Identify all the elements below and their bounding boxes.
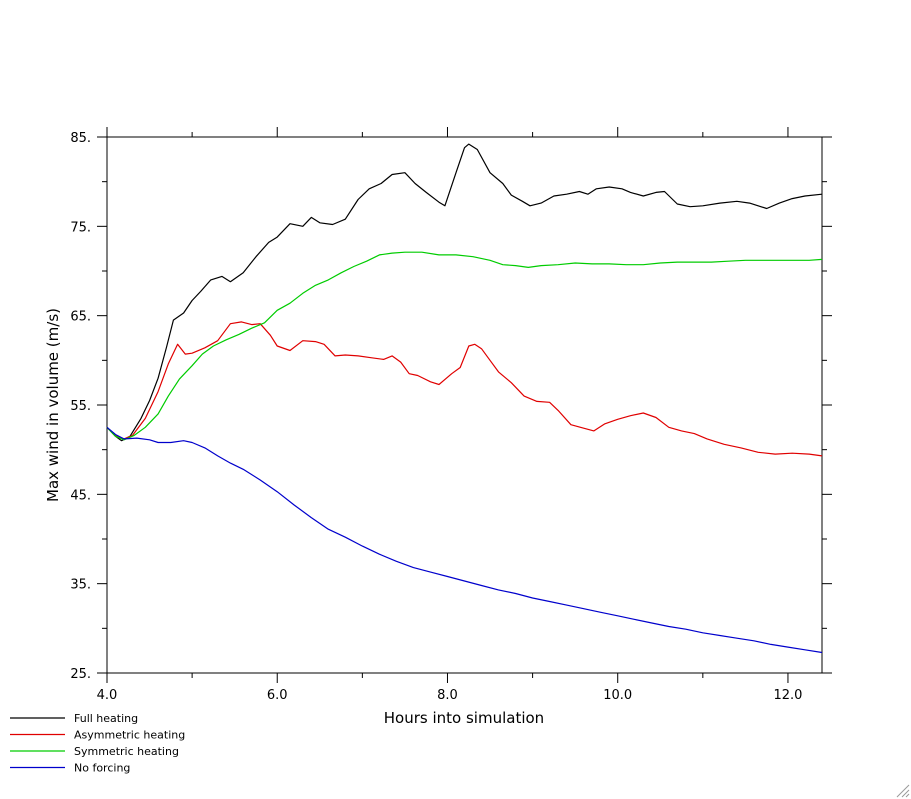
series-line-symmetric-heating: [106, 251, 823, 441]
y-tick-label: 35.: [70, 578, 91, 593]
x-tick-label: 8.0: [437, 688, 458, 703]
plot-frame: [106, 136, 823, 674]
legend-label: Symmetric heating: [74, 745, 179, 758]
y-tick-label: 45.: [70, 488, 91, 503]
resize-grip-icon[interactable]: [896, 784, 910, 798]
series-line-asymmetric-heating: [106, 321, 823, 457]
axis-ticks: [97, 127, 832, 683]
x-tick-label: 10.0: [603, 688, 632, 703]
legend-label: Asymmetric heating: [74, 729, 185, 742]
series-line-full-heating: [106, 143, 823, 442]
legend: Full heating Asymmetric heating Symmetric …: [10, 712, 185, 775]
y-tick-label: 75.: [70, 220, 91, 235]
legend-label: No forcing: [74, 762, 130, 775]
y-tick-label: 25.: [70, 667, 91, 682]
y-tick-label: 65.: [70, 310, 91, 325]
y-axis-title: Max wind in volume (m/s): [44, 308, 62, 502]
series-lines: [106, 143, 823, 654]
series-line-no-forcing: [106, 426, 823, 654]
x-tick-label: 6.0: [267, 688, 288, 703]
x-tick-label: 12.0: [773, 688, 802, 703]
axis-tick-labels: 4.0 6.0 8.0 10.0 12.0 25. 35. 45. 55. 65. 75. 85.: [70, 131, 802, 703]
y-tick-label: 55.: [70, 399, 91, 414]
legend-label: Full heating: [74, 712, 138, 725]
x-axis-title: Hours into simulation: [384, 709, 544, 727]
y-tick-label: 85.: [70, 131, 91, 146]
x-tick-label: 4.0: [97, 688, 118, 703]
